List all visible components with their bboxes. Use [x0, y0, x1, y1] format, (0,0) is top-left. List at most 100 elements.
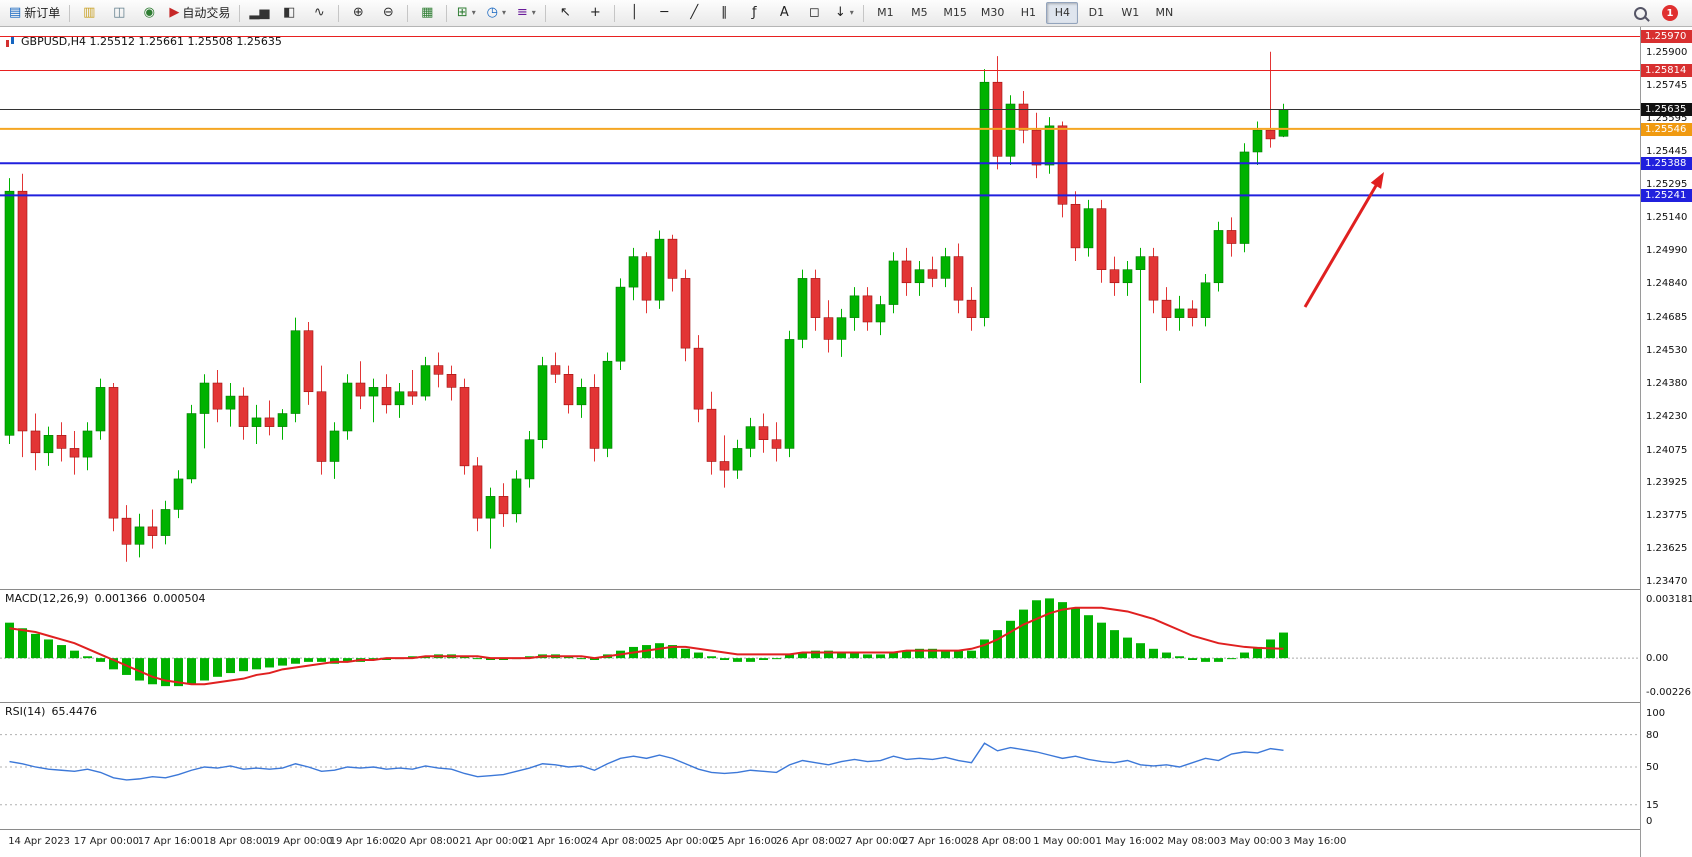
macd-axis-label: -0.00226: [1646, 687, 1691, 698]
macd-signal-line: [9, 606, 1284, 686]
price-tick: 1.25140: [1646, 212, 1688, 224]
navigator-icon: ◉: [143, 5, 155, 20]
channel-button[interactable]: ∥: [710, 2, 738, 24]
pane-splitter[interactable]: [0, 702, 1692, 703]
zoom-in-button[interactable]: ⊕: [344, 2, 372, 24]
chart-window[interactable]: GBPUSD,H4 1.25512 1.25661 1.25508 1.2563…: [0, 27, 1692, 857]
toolbar-right: 1: [1625, 2, 1688, 24]
main-chart-pane[interactable]: GBPUSD,H4 1.25512 1.25661 1.25508 1.2563…: [0, 31, 1640, 589]
charts-window-button[interactable]: ▥: [75, 2, 103, 24]
tile-windows-icon: ▦: [421, 5, 434, 20]
label-icon: ◻: [808, 5, 820, 20]
fibonacci-icon: ƒ: [752, 5, 757, 20]
price-badge-1.25635: 1.25635: [1641, 103, 1692, 117]
timeframe-m15-button[interactable]: M15: [943, 6, 967, 19]
zoom-out-icon: ⊖: [382, 5, 394, 20]
macd-pane[interactable]: MACD(12,26,9) 0.001366 0.000504: [0, 590, 1640, 702]
pane-splitter[interactable]: [0, 829, 1692, 830]
timeframe-h1-button[interactable]: H1: [1020, 6, 1036, 19]
time-label: 3 May 16:00: [1284, 836, 1347, 847]
symbol-ohlc-text: GBPUSD,H4 1.25512 1.25661 1.25508 1.2563…: [21, 35, 282, 48]
price-tick: 1.24380: [1646, 378, 1688, 390]
time-label: 20 Apr 08:00: [393, 836, 459, 847]
new-order-icon: ▤: [9, 5, 22, 20]
new-chart-button[interactable]: ⊞ ▾: [452, 2, 480, 24]
price-badge-1.25814: 1.25814: [1641, 64, 1692, 78]
search-button[interactable]: [1626, 2, 1654, 24]
text-button[interactable]: A: [770, 2, 798, 24]
time-label: 17 Apr 00:00: [73, 836, 139, 847]
trend-arrow[interactable]: [1303, 172, 1384, 308]
chevron-down-icon: ▾: [501, 8, 506, 17]
rsi-line: [9, 742, 1284, 781]
price-tick: 1.23775: [1646, 509, 1688, 521]
new-order-button[interactable]: ▤ 新订单: [5, 2, 64, 24]
toolbar-separator: [69, 4, 71, 22]
tile-windows-button[interactable]: ▦: [413, 2, 441, 24]
macd-chart[interactable]: [0, 590, 1640, 702]
autotrading-button-label: 自动交易: [182, 6, 231, 20]
price-tick: 1.24530: [1646, 345, 1688, 357]
autotrading-button[interactable]: ▶ 自动交易: [165, 2, 234, 24]
navigator-button[interactable]: ◉: [135, 2, 163, 24]
toolbar-separator: [545, 4, 547, 22]
rsi-name: RSI(14): [5, 705, 46, 718]
crosshair-button[interactable]: +: [581, 2, 609, 24]
price-axis[interactable]: 1.25900 1.25745 1.25595 1.25445 1.25295 1.251…: [1640, 27, 1692, 857]
time-axis[interactable]: 14 Apr 2023 17 Apr 00:00 17 Apr 16:00 18 Ap…: [0, 830, 1640, 857]
label-button[interactable]: ◻: [800, 2, 828, 24]
notifications-badge[interactable]: 1: [1662, 5, 1678, 21]
time-label: 25 Apr 00:00: [649, 836, 715, 847]
rsi-axis-label: 50: [1646, 762, 1659, 773]
price-tick: 1.23470: [1646, 576, 1688, 588]
price-tick: 1.24840: [1646, 277, 1688, 289]
magnifier-icon: [1633, 6, 1647, 20]
chevron-down-icon: ▾: [849, 8, 854, 17]
fibonacci-button[interactable]: ƒ: [740, 2, 768, 24]
timeframe-mn-button[interactable]: MN: [1155, 6, 1174, 19]
time-label: 21 Apr 16:00: [521, 836, 587, 847]
trendline-button[interactable]: ╱: [680, 2, 708, 24]
horizontal-line-icon: ─: [660, 5, 669, 20]
timeframe-h4-button[interactable]: H4: [1046, 2, 1079, 24]
price-tick: 1.24230: [1646, 410, 1688, 422]
price-tick: 1.25295: [1646, 178, 1688, 190]
zoom-in-icon: ⊕: [352, 5, 364, 20]
toolbar-buttons: ▤ 新订单 ▥ ◫ ◉ ▶ 自动交易 ▂▅ ◧ ∿ ⊕ ⊖ ▦ ⊞ ▾ ◷ ▾ ≡ ▾ ↖ + │ ─ ╱ ∥ ƒ A ◻ ↓ ▾ M1 M5…: [4, 0, 1181, 26]
market-watch-button[interactable]: ◫: [105, 2, 133, 24]
timeframe-w1-button[interactable]: W1: [1121, 6, 1140, 19]
toolbar-separator: [407, 4, 409, 22]
time-label: 18 Apr 08:00: [203, 836, 269, 847]
horizontal-line-button[interactable]: ─: [650, 2, 678, 24]
time-label: 3 May 00:00: [1220, 836, 1283, 847]
price-tick: 1.25445: [1646, 145, 1688, 157]
channel-icon: ∥: [721, 5, 728, 20]
candlestick-chart[interactable]: [0, 31, 1640, 589]
time-label: 26 Apr 08:00: [775, 836, 841, 847]
timeframe-m1-button[interactable]: M1: [877, 6, 894, 19]
market-watch-icon: ◫: [113, 5, 126, 20]
rsi-chart[interactable]: [0, 703, 1640, 829]
timeframe-m30-button[interactable]: M30: [980, 6, 1005, 19]
line-chart-type-button[interactable]: ∿: [305, 2, 333, 24]
timeframe-m5-button[interactable]: M5: [911, 6, 928, 19]
cursor-icon: ↖: [559, 5, 571, 20]
cursor-button[interactable]: ↖: [551, 2, 579, 24]
rsi-pane[interactable]: RSI(14) 65.4476: [0, 703, 1640, 829]
arrows-button[interactable]: ↓ ▾: [830, 2, 858, 24]
timeframe-d1-button[interactable]: D1: [1088, 6, 1105, 19]
vertical-line-button[interactable]: │: [620, 2, 648, 24]
bar-chart-type-button[interactable]: ▂▅: [245, 2, 273, 24]
macd-label: MACD(12,26,9) 0.001366 0.000504: [5, 592, 206, 605]
pane-splitter[interactable]: [0, 589, 1692, 590]
indicators-button[interactable]: ≡ ▾: [512, 2, 540, 24]
price-tick: 1.23625: [1646, 542, 1688, 554]
price-tick: 1.24685: [1646, 311, 1688, 323]
zoom-out-button[interactable]: ⊖: [374, 2, 402, 24]
price-badge-1.25241: 1.25241: [1641, 189, 1692, 203]
profiles-button[interactable]: ◷ ▾: [482, 2, 510, 24]
candlestick-type-button[interactable]: ◧: [275, 2, 303, 24]
indicators-icon: ≡: [516, 5, 528, 20]
macd-axis-label: 0.003181: [1646, 593, 1692, 605]
toolbar-separator: [863, 4, 865, 22]
